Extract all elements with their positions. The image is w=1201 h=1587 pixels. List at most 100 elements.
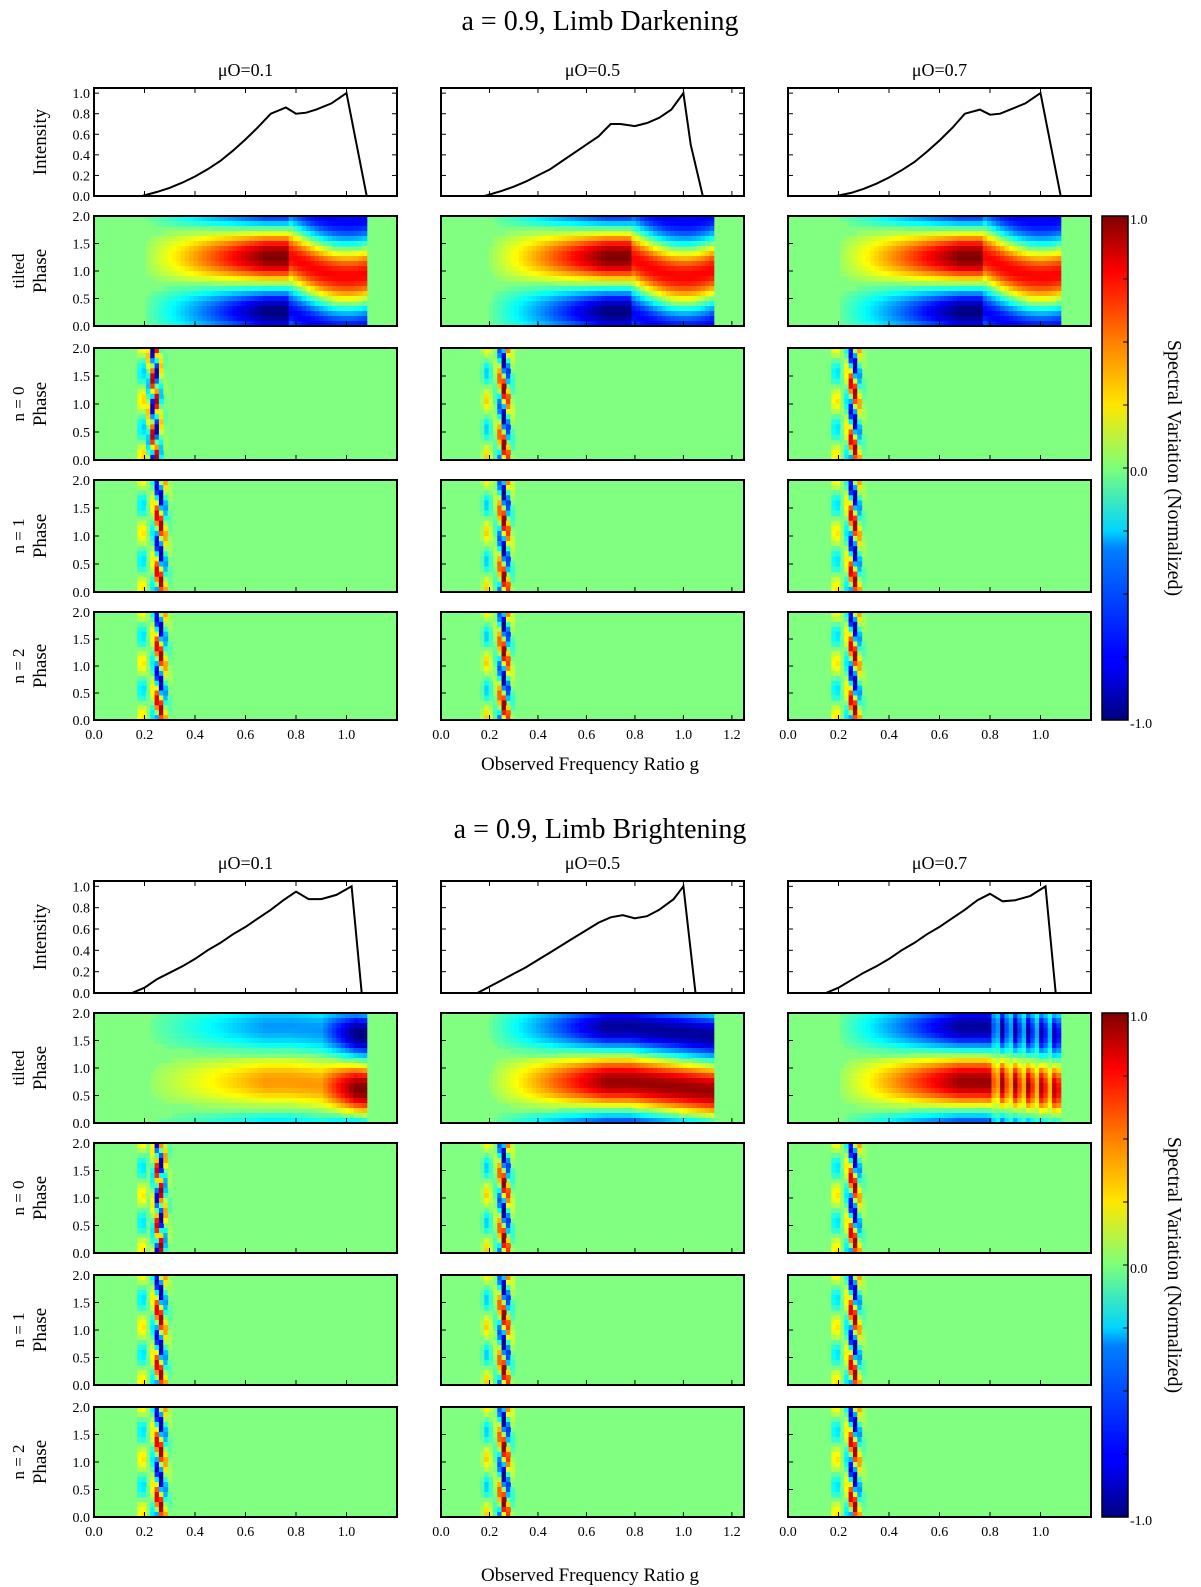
heatmap-cell xyxy=(505,485,511,491)
heatmap-cell xyxy=(705,256,710,262)
heatmap-cell xyxy=(167,581,173,588)
heatmap-cell xyxy=(137,616,143,623)
heatmap-cell xyxy=(939,216,945,222)
heatmap-cell xyxy=(956,256,962,262)
y-tick-label: 2.0 xyxy=(73,342,91,357)
heatmap-cell xyxy=(596,236,602,242)
heatmap-cell xyxy=(488,348,494,354)
heatmap-cell xyxy=(904,291,910,297)
heatmap-cell xyxy=(527,231,533,237)
heatmap-cell xyxy=(995,236,1001,242)
heatmap-cell xyxy=(345,271,350,277)
heatmap-cell xyxy=(223,296,229,302)
heatmap-cell xyxy=(319,246,325,252)
heatmap-cell xyxy=(683,286,689,292)
heatmap-cell xyxy=(236,301,242,307)
heatmap-cell xyxy=(145,246,151,252)
heatmap-cell xyxy=(948,296,954,302)
heatmap-cell xyxy=(280,246,286,252)
heatmap-cell xyxy=(683,266,689,272)
heatmap-cell xyxy=(505,404,511,410)
heatmap-cell xyxy=(319,236,325,242)
heatmap-cell xyxy=(141,348,147,354)
heatmap-cell xyxy=(150,505,156,512)
heatmap-cell xyxy=(874,276,880,282)
heatmap-cell xyxy=(314,296,320,302)
heatmap-cell xyxy=(167,675,173,682)
heatmap-cell xyxy=(648,221,654,227)
heatmap-cell xyxy=(518,271,524,277)
heatmap-cell xyxy=(171,276,177,282)
heatmap-cell xyxy=(202,266,208,272)
heatmap-cell xyxy=(900,311,906,317)
heatmap-cell xyxy=(956,301,962,307)
heatmap-cell xyxy=(891,316,897,322)
heatmap-cell xyxy=(848,510,854,517)
heatmap-cell xyxy=(1008,281,1014,287)
heatmap-cell xyxy=(679,236,684,242)
heatmap-cell xyxy=(137,490,143,496)
heatmap-cell xyxy=(154,1083,160,1089)
heatmap-cell xyxy=(852,316,858,322)
heatmap-cell xyxy=(848,236,854,242)
heatmap-cell xyxy=(245,226,251,232)
heatmap-cell xyxy=(171,1078,177,1084)
heatmap-cell xyxy=(557,266,563,272)
heatmap-cell xyxy=(523,246,529,252)
heatmap-cell xyxy=(171,236,177,242)
heatmap-cell xyxy=(857,616,863,623)
heatmap-cell xyxy=(241,281,247,287)
heatmap-cell xyxy=(926,246,932,252)
heatmap-cell xyxy=(241,311,247,317)
heatmap-cell xyxy=(844,404,850,410)
heatmap-cell xyxy=(362,271,368,277)
heatmap-cell xyxy=(150,520,156,527)
heatmap-cell xyxy=(1004,306,1010,312)
heatmap-cell xyxy=(674,281,680,287)
x-tick-label: 0.2 xyxy=(481,728,499,743)
heatmap-cell xyxy=(1030,291,1036,297)
heatmap-cell xyxy=(835,705,841,711)
heatmap-cell xyxy=(254,321,260,327)
heatmap-cell xyxy=(878,311,884,317)
heatmap-cell xyxy=(839,241,845,247)
heatmap-cell xyxy=(961,271,967,277)
heatmap-cell xyxy=(215,231,221,237)
heatmap-cell xyxy=(288,236,294,242)
heatmap-cell xyxy=(219,271,225,277)
heatmap-cell xyxy=(484,621,490,628)
heatmap-cell xyxy=(488,429,494,436)
heatmap-cell xyxy=(844,301,850,307)
heatmap-cell xyxy=(653,296,659,302)
heatmap-cell xyxy=(674,221,680,227)
heatmap-cell xyxy=(349,311,355,317)
heatmap-cell xyxy=(267,216,273,222)
heatmap-cell xyxy=(930,311,936,317)
heatmap-cell xyxy=(137,505,143,512)
heatmap-cell xyxy=(154,261,160,267)
heatmap-cell xyxy=(336,291,342,297)
heatmap-cell xyxy=(145,566,151,573)
heatmap-cell xyxy=(596,261,602,267)
heatmap-cell xyxy=(588,281,594,287)
heatmap-cell xyxy=(839,690,845,697)
heatmap-cell xyxy=(202,276,208,282)
heatmap-cell xyxy=(150,1028,156,1034)
heatmap-cell xyxy=(1021,271,1027,277)
heatmap-cell xyxy=(969,221,975,227)
heatmap-cell xyxy=(700,306,706,312)
heatmap-cell xyxy=(306,221,312,227)
heatmap-cell xyxy=(696,261,702,267)
heatmap-cell xyxy=(874,291,880,297)
heatmap-cell xyxy=(518,231,524,237)
heatmap-cell xyxy=(497,271,503,277)
heatmap-cell xyxy=(861,404,867,410)
heatmap-cell xyxy=(189,286,195,292)
heatmap-cell xyxy=(631,301,637,307)
heatmap-cell xyxy=(202,236,208,242)
heatmap-cell xyxy=(228,246,234,252)
heatmap-cell xyxy=(913,216,919,222)
heatmap-cell xyxy=(141,551,147,557)
heatmap-cell xyxy=(857,316,863,322)
heatmap-cell xyxy=(154,398,160,405)
